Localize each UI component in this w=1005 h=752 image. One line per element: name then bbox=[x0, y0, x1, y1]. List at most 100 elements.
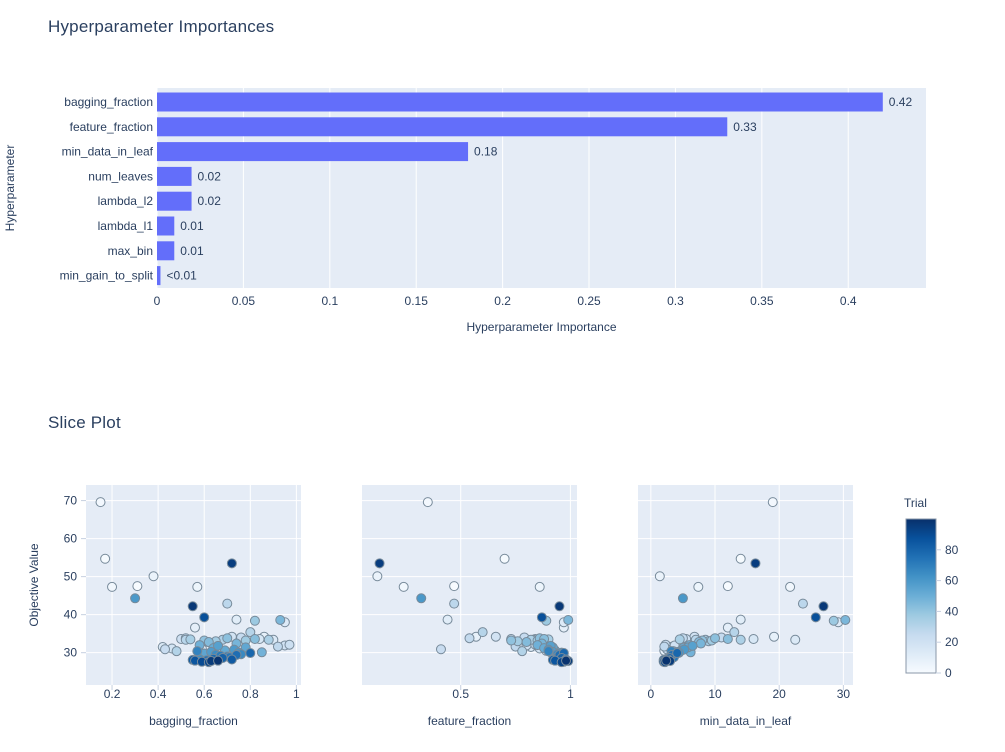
xtick-label: 0.4 bbox=[150, 687, 167, 701]
trial-point bbox=[748, 633, 759, 644]
trial-point bbox=[372, 571, 383, 582]
trial-point bbox=[767, 497, 778, 508]
ytick-label-lambda_l1: lambda_l1 bbox=[98, 219, 154, 233]
trial-point bbox=[272, 641, 283, 652]
xtick-label: 10 bbox=[708, 687, 722, 701]
trial-point bbox=[256, 647, 267, 658]
trial-point bbox=[506, 635, 517, 646]
trial-point bbox=[263, 634, 274, 645]
xtick-label: 0.2 bbox=[104, 687, 121, 701]
importance-xaxis-title: Hyperparameter Importance bbox=[466, 320, 616, 334]
trial-point bbox=[245, 627, 256, 638]
trial-point bbox=[517, 646, 528, 657]
trial-point bbox=[672, 648, 683, 659]
importance-bar-feature_fraction bbox=[157, 117, 728, 137]
trial-point bbox=[840, 614, 851, 625]
ytick-label-min_data_in_leaf: min_data_in_leaf bbox=[62, 145, 154, 159]
xtick-label: 0 bbox=[647, 687, 654, 701]
trial-point bbox=[797, 598, 808, 609]
trial-point bbox=[729, 627, 740, 638]
trial-point bbox=[226, 558, 237, 569]
trial-point bbox=[543, 646, 554, 657]
colorbar-tick-label: 80 bbox=[945, 543, 959, 557]
trial-point bbox=[687, 640, 698, 651]
colorbar-tick-label: 0 bbox=[945, 666, 952, 680]
xtick-label: 0.15 bbox=[405, 294, 429, 308]
slice-yaxis-title: Objective Value bbox=[27, 543, 41, 626]
xtick-label: 0.8 bbox=[242, 687, 259, 701]
trial-point bbox=[561, 655, 572, 666]
trial-point bbox=[750, 558, 761, 569]
colorbar-tick-label: 40 bbox=[945, 604, 959, 618]
xtick-label: 1 bbox=[567, 687, 574, 701]
bar-value-label: 0.02 bbox=[198, 194, 222, 208]
xtick-label: 0.5 bbox=[452, 687, 469, 701]
bar-value-label: 0.01 bbox=[180, 219, 204, 233]
colorbar-tick-label: 20 bbox=[945, 635, 959, 649]
ytick-label-min_gain_to_split: min_gain_to_split bbox=[60, 269, 154, 283]
ytick-label-max_bin: max_bin bbox=[108, 244, 153, 258]
trial-point bbox=[222, 633, 233, 644]
slice-plot-title: Slice Plot bbox=[48, 413, 121, 432]
trial-point bbox=[148, 571, 159, 582]
trial-point bbox=[735, 634, 746, 645]
bar-value-label: 0.33 bbox=[733, 120, 757, 134]
trial-point bbox=[661, 655, 672, 666]
trial-point bbox=[95, 497, 106, 508]
xtick-label: 0.3 bbox=[667, 294, 684, 308]
xtick-label: 0.4 bbox=[840, 294, 857, 308]
ytick-label-bagging_fraction: bagging_fraction bbox=[64, 95, 153, 109]
ytick-label: 30 bbox=[64, 646, 78, 660]
trial-point bbox=[187, 601, 198, 612]
ytick-label-lambda_l2: lambda_l2 bbox=[98, 194, 154, 208]
trial-point bbox=[785, 581, 796, 592]
importance-bar-bagging_fraction bbox=[157, 92, 883, 112]
trial-point bbox=[160, 644, 171, 655]
trial-point bbox=[659, 641, 670, 652]
trial-point bbox=[654, 571, 665, 582]
trial-point bbox=[810, 612, 821, 623]
trial-point bbox=[499, 553, 510, 564]
trial-point bbox=[674, 634, 685, 645]
trial-point bbox=[790, 634, 801, 645]
trial-point bbox=[490, 631, 501, 642]
trial-point bbox=[213, 655, 224, 666]
xtick-label: 0 bbox=[154, 294, 161, 308]
slice-xaxis-title-bagging_fraction: bagging_fraction bbox=[149, 714, 238, 728]
importance-chart-title: Hyperparameter Importances bbox=[48, 17, 275, 36]
trial-point bbox=[695, 638, 706, 649]
trial-point bbox=[722, 581, 733, 592]
ytick-label-num_leaves: num_leaves bbox=[88, 169, 153, 183]
trial-point bbox=[449, 581, 460, 592]
trial-point bbox=[818, 601, 829, 612]
trial-point bbox=[107, 581, 118, 592]
trial-point bbox=[677, 593, 688, 604]
trial-point bbox=[374, 558, 385, 569]
trial-point bbox=[130, 593, 141, 604]
trial-point bbox=[735, 553, 746, 564]
trial-point bbox=[442, 614, 453, 625]
importance-yaxis-title: Hyperparameter bbox=[3, 145, 17, 232]
trial-point bbox=[398, 581, 409, 592]
trial-point bbox=[477, 627, 488, 638]
trial-point bbox=[449, 598, 460, 609]
trial-point bbox=[199, 612, 210, 623]
trial-point bbox=[534, 581, 545, 592]
ytick-label: 70 bbox=[64, 494, 78, 508]
xtick-label: 1 bbox=[293, 687, 300, 701]
trial-point bbox=[245, 648, 256, 659]
trial-point bbox=[192, 581, 203, 592]
trial-point bbox=[189, 622, 200, 633]
trial-point bbox=[185, 634, 196, 645]
colorbar-title: Trial bbox=[904, 496, 927, 510]
xtick-label: 0.6 bbox=[196, 687, 213, 701]
xtick-label: 0.25 bbox=[577, 294, 601, 308]
trial-point bbox=[192, 646, 203, 657]
trial-point bbox=[275, 614, 286, 625]
bar-value-label: <0.01 bbox=[166, 269, 197, 283]
trial-point bbox=[171, 646, 182, 657]
trial-point bbox=[132, 581, 143, 592]
ytick-label: 60 bbox=[64, 532, 78, 546]
importance-bar-min_data_in_leaf bbox=[157, 142, 469, 162]
ytick-label: 50 bbox=[64, 570, 78, 584]
